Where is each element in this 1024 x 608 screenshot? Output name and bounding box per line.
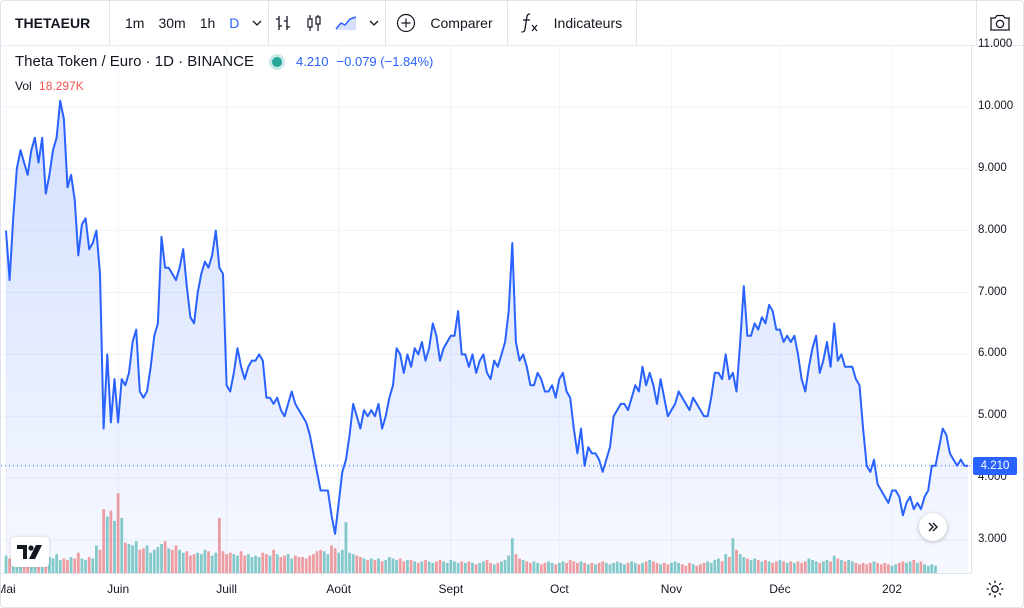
chevron-down-icon[interactable]: [246, 1, 268, 45]
time-tick-label: Juill: [216, 582, 237, 596]
indicators-button[interactable]: Indicateurs: [553, 15, 623, 31]
time-tick-label: Mai: [1, 582, 16, 596]
interval-1h[interactable]: 1h: [199, 15, 216, 31]
time-tick-label: 202: [882, 582, 903, 596]
time-tick-label: Oct: [549, 582, 569, 596]
settings-gear-icon[interactable]: [985, 579, 1005, 604]
price-tick-label: 10.000: [978, 99, 1014, 112]
divider: [636, 1, 638, 45]
divider: [385, 1, 387, 45]
interval-d[interactable]: D: [229, 15, 240, 31]
camera-icon[interactable]: [976, 1, 1023, 45]
time-tick-label: Nov: [660, 582, 683, 596]
time-tick-label: Août: [326, 582, 352, 596]
price-tick-label: 11.000: [978, 38, 1013, 50]
divider: [268, 1, 270, 45]
price-line: [5, 99, 968, 535]
candles-icon[interactable]: [299, 1, 329, 45]
interval-30m[interactable]: 30m: [158, 15, 186, 31]
area-chart-icon[interactable]: [329, 1, 363, 45]
price-tick-label: 5.000: [978, 409, 1007, 422]
interval-1m[interactable]: 1m: [125, 15, 145, 31]
price-tick-label: 9.000: [978, 161, 1007, 174]
symbol-search[interactable]: THETAEUR: [1, 1, 110, 45]
market-status-indicator: [271, 56, 282, 67]
volume-legend: Vol 18.297K: [15, 79, 84, 93]
price-area-fill: [6, 100, 968, 573]
time-tick-label: Déc: [769, 582, 791, 596]
legend-last-price: 4.210: [295, 54, 329, 69]
volume-label: Vol: [15, 79, 32, 93]
compare-plus-icon[interactable]: [386, 1, 422, 45]
divider: [506, 1, 508, 45]
price-axis[interactable]: 11.000 10.000 9.000 8.000 7.000 6.000 5.000 4.0…: [971, 38, 1023, 573]
price-chart[interactable]: [1, 45, 971, 573]
toolbar: THETAEUR 1m 30m 1h D Comparer Indicat: [1, 1, 1023, 46]
chart-legend: Theta Token / Euro · 1D · BINANCE 4.210 …: [15, 53, 433, 70]
scroll-right-icon[interactable]: [919, 513, 947, 541]
time-axis[interactable]: Mai Juin Juill Août Sept Oct Nov Déc 202: [1, 573, 971, 607]
bar-chart-icon[interactable]: [269, 1, 299, 45]
compare-button[interactable]: Comparer: [430, 15, 493, 31]
tradingview-logo-icon[interactable]: [11, 537, 49, 567]
price-tick-label: 6.000: [978, 347, 1007, 360]
legend-symbol-title: Theta Token / Euro · 1D · BINANCE: [15, 53, 254, 70]
price-tick-label: 7.000: [978, 285, 1007, 298]
function-icon[interactable]: [508, 1, 546, 45]
volume-value: 18.297K: [39, 79, 84, 93]
time-tick-label: Sept: [438, 582, 464, 596]
price-tick-label: 3.000: [978, 533, 1007, 545]
price-tick-label: 8.000: [978, 223, 1007, 236]
time-tick-label: Juin: [107, 582, 130, 596]
legend-change: −0.079 (−1.84%): [336, 54, 434, 69]
last-price-label: 4.210: [973, 456, 1017, 475]
chevron-down-icon[interactable]: [363, 1, 385, 45]
